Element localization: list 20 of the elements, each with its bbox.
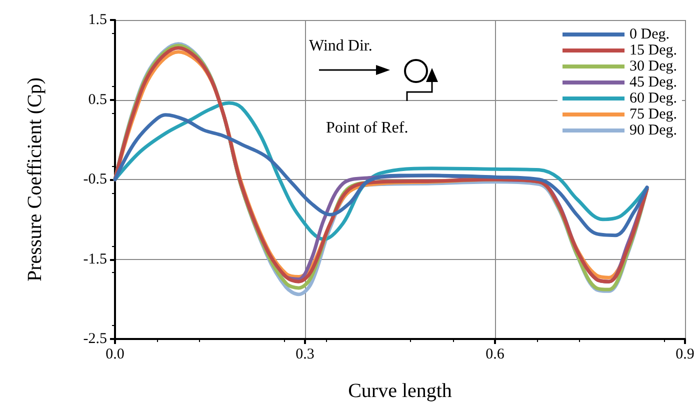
x-tick-label: 0.9 <box>676 346 694 362</box>
legend-label: 75 Deg. <box>630 106 678 122</box>
x-tick-label: 0.6 <box>486 346 505 362</box>
y-axis-title: Pressure Coefficient (Cp) <box>24 77 46 282</box>
annotation: Wind Dir. <box>309 38 372 54</box>
y-tick-label: 1.5 <box>88 12 107 28</box>
x-axis-title: Curve length <box>348 380 452 402</box>
legend-label: 15 Deg. <box>630 42 678 58</box>
legend-label: 30 Deg. <box>630 58 678 74</box>
legend-label: 60 Deg. <box>630 90 678 106</box>
legend-label: 45 Deg. <box>630 74 678 90</box>
annotation: Point of Ref. <box>326 120 408 136</box>
legend-label: 90 Deg. <box>630 122 678 138</box>
x-tick-label: 0.3 <box>296 346 314 362</box>
legend-label: 0 Deg. <box>630 26 670 42</box>
y-tick-label: -2.5 <box>83 331 107 347</box>
y-tick-label: -0.5 <box>83 172 107 188</box>
x-tick-label: 0.0 <box>106 346 124 362</box>
y-tick-label: -1.5 <box>83 251 107 268</box>
y-tick-label: 0.5 <box>88 92 107 108</box>
